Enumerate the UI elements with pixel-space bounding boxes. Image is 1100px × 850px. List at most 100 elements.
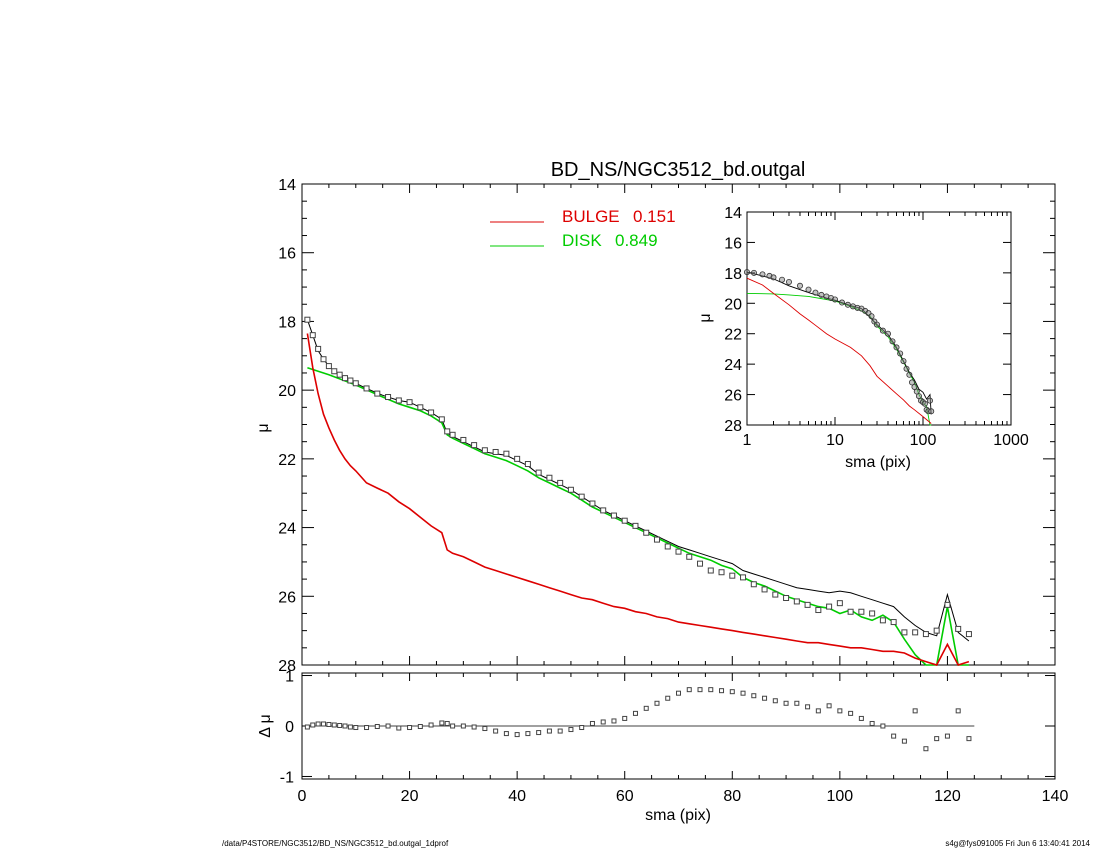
inset-x-tick-label: 1000 (993, 432, 1029, 449)
footer-file-path: /data/P4STORE/NGC3512/BD_NS/NGC3512_bd.o… (222, 839, 449, 848)
main-data-point (535, 469, 542, 476)
legend-disk-value: 0.849 (615, 231, 658, 250)
residual-data-point (697, 687, 703, 693)
residual-data-point (880, 723, 886, 729)
residual-data-point (740, 690, 746, 696)
main-data-point (336, 371, 343, 378)
main-data-point (428, 409, 435, 416)
main-series-bulge-line (306, 333, 970, 666)
main-data-point (718, 569, 725, 576)
residual-data-point (364, 725, 370, 731)
residual-data-point (315, 721, 321, 727)
main-data-point (836, 600, 843, 607)
inset-y-tick-label: 18 (724, 266, 742, 283)
residual-data-point (503, 731, 509, 737)
residual-data-point (439, 720, 445, 726)
main-data-point (304, 316, 311, 323)
main-data-point (471, 442, 478, 449)
residual-data-point (901, 738, 907, 744)
main-data-point (697, 560, 704, 567)
main-data-point (922, 631, 929, 638)
inset-y-tick-label: 28 (724, 418, 742, 435)
main-data-point (503, 450, 510, 457)
residual-data-point (525, 731, 531, 737)
residual-data-point (912, 708, 918, 714)
inset-data-point (900, 358, 907, 365)
residual-data-point (428, 722, 434, 728)
main-data-point (707, 567, 714, 574)
legend-bulge-label: BULGE (562, 207, 620, 226)
residual-data-point (676, 690, 681, 696)
residual-data-point (557, 728, 563, 734)
residual-data-point (396, 725, 402, 731)
main-data-point (417, 404, 424, 411)
main-data-point (444, 428, 451, 435)
residual-data-point (708, 687, 714, 693)
main-data-point (492, 448, 499, 455)
inset-data-point (750, 269, 757, 276)
main-data-point (632, 522, 639, 529)
inset-data-point (903, 365, 910, 372)
residual-data-point (579, 725, 585, 731)
legend: BULGE 0.151 DISK 0.849 (490, 207, 676, 250)
inset-data-point (838, 299, 845, 306)
inset-data-point (906, 371, 913, 378)
residual-data-point (794, 700, 800, 706)
main-data-point (869, 610, 876, 617)
main-data-point (750, 581, 757, 588)
residual-data-point (600, 719, 606, 725)
x-axis-label: sma (pix) (645, 807, 711, 824)
inset-data-point (926, 397, 933, 404)
legend-disk-label: DISK (562, 231, 602, 250)
main-data-point (858, 608, 865, 615)
inset-data-point (921, 400, 928, 407)
x-tick-label: 80 (723, 788, 741, 805)
inset-data-point (873, 321, 880, 328)
inset-data-point (868, 313, 875, 320)
footer-timestamp: s4g@fys091005 Fri Jun 6 13:40:41 2014 (945, 839, 1090, 848)
main-y-tick-label: 16 (278, 246, 296, 263)
main-data-point (826, 603, 833, 610)
inset-data-point (909, 379, 916, 386)
inset-y-tick-label: 26 (724, 388, 742, 405)
main-data-point (449, 431, 456, 438)
main-data-point (815, 607, 822, 614)
residual-axis-ticks: 0 20 40 60 80 100 120 140-101 (280, 669, 1069, 805)
main-data-point (406, 399, 413, 406)
main-data-point (772, 591, 779, 598)
main-data-point (578, 493, 585, 500)
inset-data-point (893, 344, 900, 351)
residual-data-point (326, 721, 332, 727)
residual-data-point (848, 710, 854, 716)
residual-data-point (444, 720, 450, 726)
residual-data-point (805, 704, 811, 710)
residual-data-point (858, 715, 864, 721)
main-data-point (643, 529, 650, 536)
res-y-tick-label: 1 (285, 669, 294, 686)
main-data-point (944, 601, 951, 608)
residual-data-point (772, 698, 778, 704)
inset-data-point (897, 350, 904, 357)
inset-plot-frame (746, 211, 1012, 426)
residual-data-point (719, 688, 725, 694)
residual-data-point (934, 736, 940, 742)
inset-data-point (805, 286, 812, 293)
residual-data-point (837, 708, 843, 714)
main-data-point (675, 548, 682, 555)
main-data-point (363, 385, 370, 392)
residual-data-point (514, 732, 520, 738)
main-data-point (347, 377, 354, 384)
res-y-tick-label: -1 (280, 769, 294, 786)
residual-data-point (471, 724, 477, 730)
inset-data-point (889, 338, 896, 345)
x-tick-label: 100 (827, 788, 854, 805)
main-data-point (879, 617, 886, 624)
inset-y-tick-label: 24 (724, 357, 742, 374)
inset-data-point (770, 274, 777, 281)
main-y-tick-label: 14 (278, 177, 296, 194)
residual-data-point (891, 733, 897, 739)
main-y-tick-label: 22 (278, 452, 296, 469)
main-y-tick-label: 26 (278, 589, 296, 606)
main-data-point (325, 363, 332, 370)
inset-y-tick-label: 20 (724, 296, 742, 313)
